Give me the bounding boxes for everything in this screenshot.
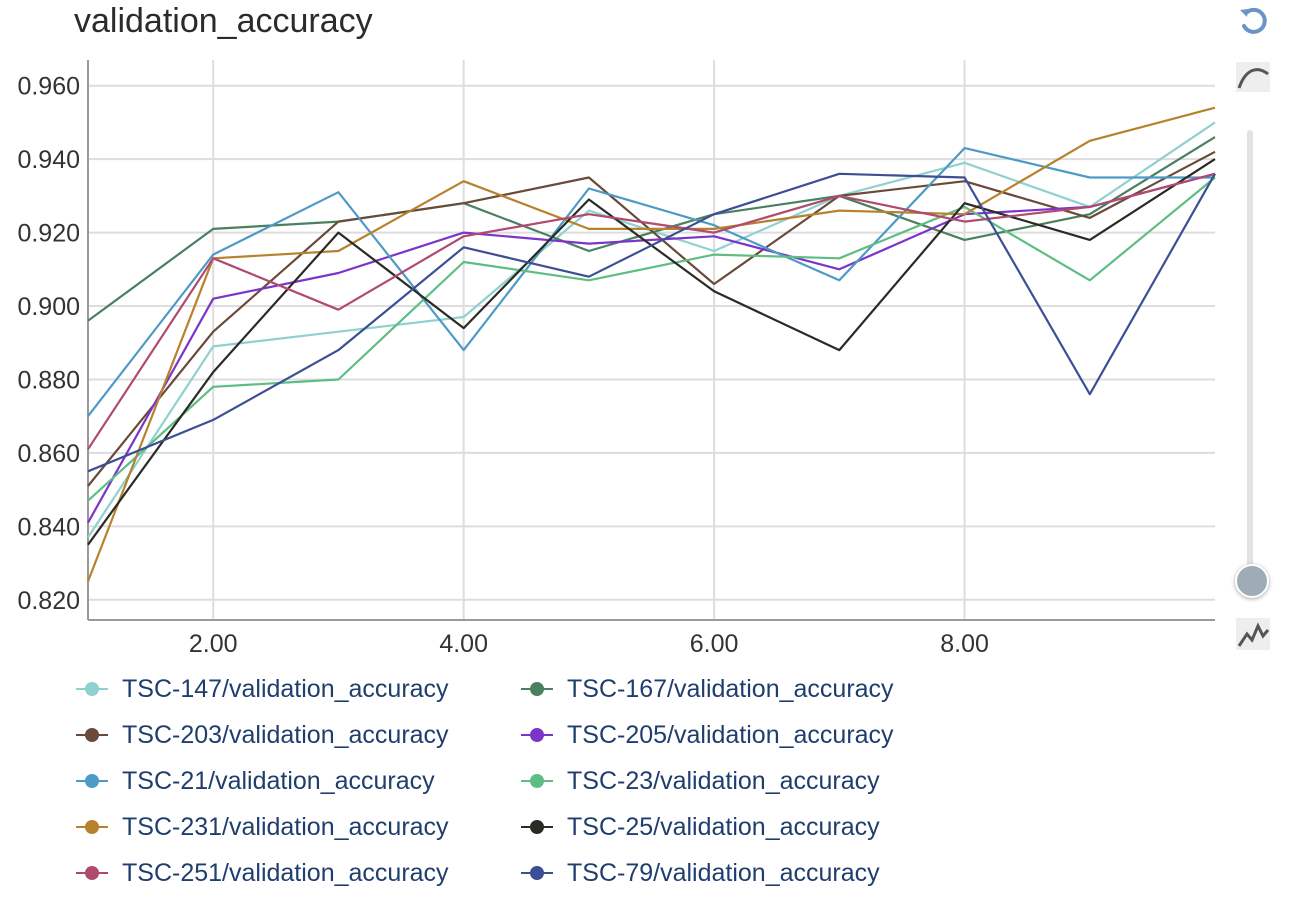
legend-item[interactable]: TSC-205/validation_accuracy bbox=[521, 712, 956, 758]
y-tick-labels: 0.820 0.840 0.860 0.880 0.900 0.920 0.940 0.960 bbox=[17, 73, 80, 615]
y-tick-label: 0.840 bbox=[17, 513, 80, 541]
legend-marker-icon bbox=[76, 682, 108, 696]
legend-label: TSC-23/validation_accuracy bbox=[567, 766, 880, 795]
smoothing-slider-track[interactable] bbox=[1247, 130, 1253, 582]
legend-marker-icon bbox=[76, 774, 108, 788]
legend-item[interactable]: TSC-203/validation_accuracy bbox=[76, 712, 521, 758]
x-tick-label: 8.00 bbox=[940, 630, 989, 658]
chart-title: validation_accuracy bbox=[74, 2, 373, 40]
legend-marker-icon bbox=[521, 820, 553, 834]
legend-item[interactable]: TSC-21/validation_accuracy bbox=[76, 758, 521, 804]
series-line-tsc-79 bbox=[87, 172, 1216, 473]
legend-label: TSC-231/validation_accuracy bbox=[122, 812, 449, 841]
legend-label: TSC-21/validation_accuracy bbox=[122, 766, 435, 795]
y-tick-label: 0.880 bbox=[17, 366, 80, 394]
legend-marker-icon bbox=[76, 866, 108, 880]
series-line-tsc-21 bbox=[87, 146, 1215, 417]
series-line-tsc-25 bbox=[87, 158, 1216, 546]
legend-label: TSC-79/validation_accuracy bbox=[567, 858, 880, 887]
line-chart[interactable]: 0.820 0.840 0.860 0.880 0.900 0.920 0.940 0.960… bbox=[0, 50, 1230, 660]
axes bbox=[87, 60, 1215, 621]
smoothing-slider-handle[interactable] bbox=[1235, 564, 1269, 598]
legend-marker-icon bbox=[521, 866, 553, 880]
grid bbox=[88, 60, 1215, 620]
legend-item[interactable]: TSC-147/validation_accuracy bbox=[76, 666, 521, 712]
y-tick-label: 0.960 bbox=[17, 73, 80, 101]
legend-marker-icon bbox=[521, 728, 553, 742]
y-tick-label: 0.860 bbox=[17, 440, 80, 468]
legend-item[interactable]: TSC-23/validation_accuracy bbox=[521, 758, 956, 804]
legend-item[interactable]: TSC-79/validation_accuracy bbox=[521, 850, 956, 896]
x-tick-labels: 2.00 4.00 6.00 8.00 bbox=[189, 630, 989, 658]
legend-label: TSC-251/validation_accuracy bbox=[122, 858, 449, 887]
series-line-tsc-205 bbox=[87, 172, 1216, 524]
y-tick-label: 0.940 bbox=[17, 146, 80, 174]
y-tick-label: 0.820 bbox=[17, 587, 80, 615]
reset-icon[interactable] bbox=[1236, 4, 1272, 40]
series-line-tsc-147 bbox=[87, 121, 1216, 539]
series-line-tsc-23 bbox=[87, 176, 1216, 502]
x-tick-label: 4.00 bbox=[439, 630, 488, 658]
legend-label: TSC-147/validation_accuracy bbox=[122, 674, 449, 703]
legend: TSC-147/validation_accuracy TSC-167/valid… bbox=[76, 666, 956, 896]
legend-label: TSC-167/validation_accuracy bbox=[567, 674, 894, 703]
legend-item[interactable]: TSC-231/validation_accuracy bbox=[76, 804, 521, 850]
raw-line-icon[interactable] bbox=[1236, 618, 1270, 650]
series-lines bbox=[86, 106, 1216, 582]
legend-item[interactable]: TSC-167/validation_accuracy bbox=[521, 666, 956, 712]
x-tick-label: 6.00 bbox=[690, 630, 739, 658]
legend-label: TSC-25/validation_accuracy bbox=[567, 812, 880, 841]
y-tick-label: 0.920 bbox=[17, 220, 80, 248]
smoothing-curve-icon[interactable] bbox=[1236, 62, 1270, 92]
y-tick-label: 0.900 bbox=[17, 293, 80, 321]
legend-item[interactable]: TSC-251/validation_accuracy bbox=[76, 850, 521, 896]
series-line-tsc-167 bbox=[87, 136, 1216, 322]
legend-marker-icon bbox=[76, 820, 108, 834]
legend-label: TSC-205/validation_accuracy bbox=[567, 720, 894, 749]
series-line-tsc-251 bbox=[87, 172, 1216, 450]
series-line-tsc-203 bbox=[87, 150, 1216, 487]
x-tick-label: 2.00 bbox=[189, 630, 238, 658]
legend-marker-icon bbox=[521, 774, 553, 788]
legend-label: TSC-203/validation_accuracy bbox=[122, 720, 449, 749]
legend-marker-icon bbox=[76, 728, 108, 742]
legend-item[interactable]: TSC-25/validation_accuracy bbox=[521, 804, 956, 850]
legend-marker-icon bbox=[521, 682, 553, 696]
series-line-tsc-231 bbox=[86, 106, 1216, 582]
